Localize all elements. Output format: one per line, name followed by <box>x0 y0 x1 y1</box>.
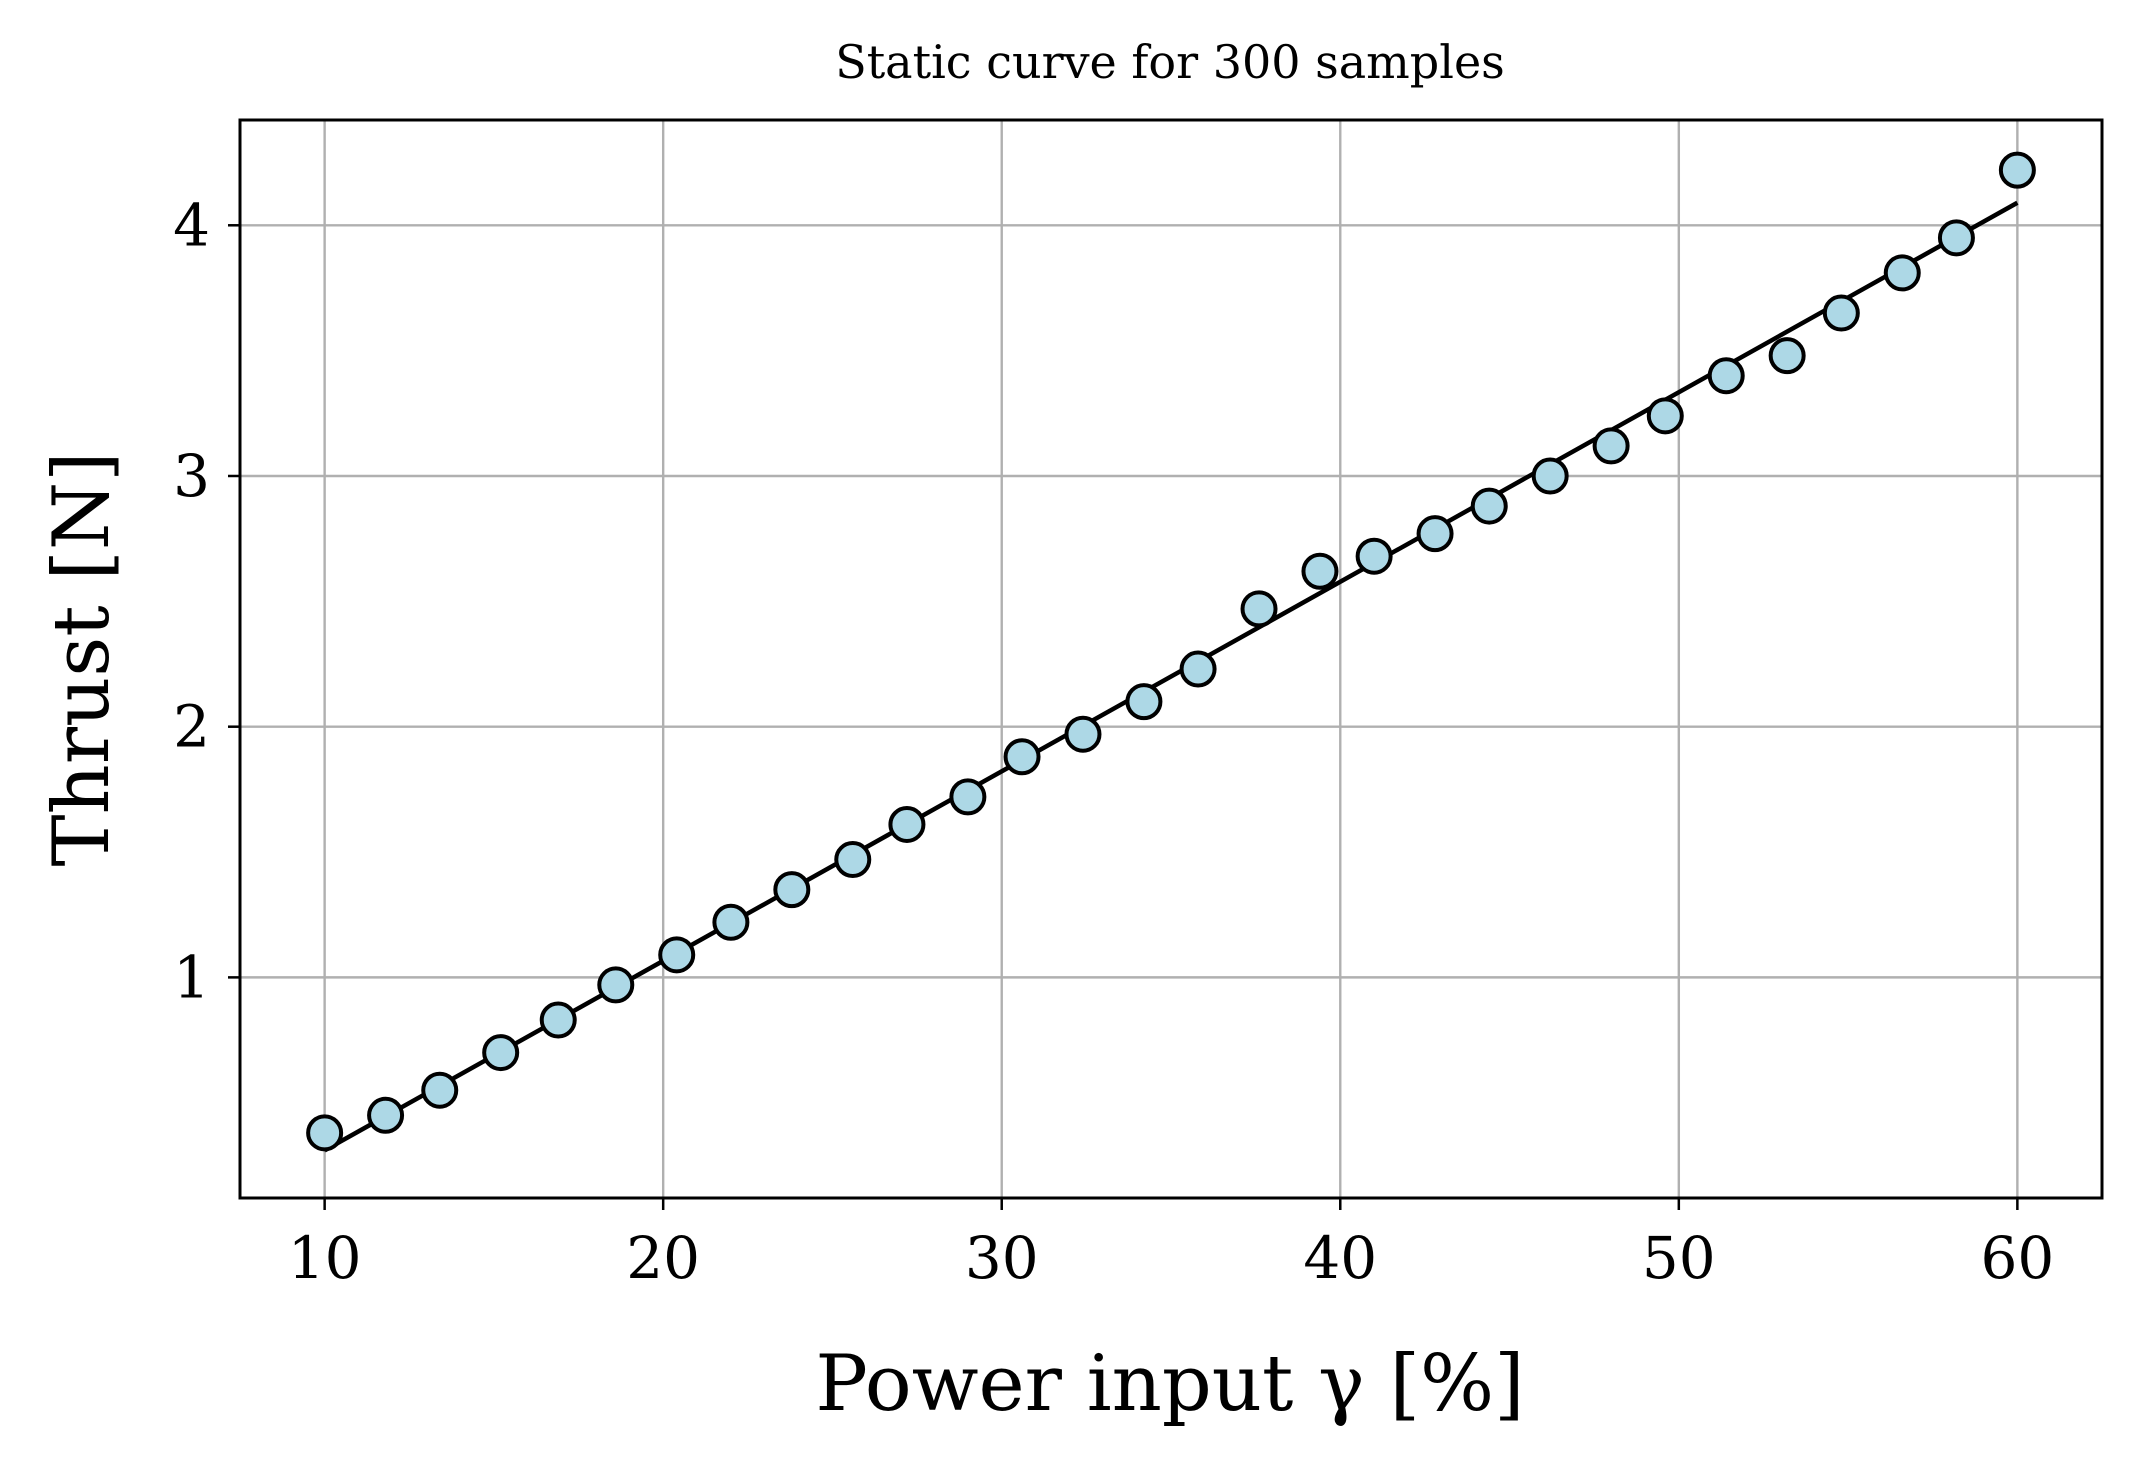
grid-lines <box>240 120 2102 1198</box>
y-tick-label: 2 <box>173 693 210 761</box>
x-tick-label: 30 <box>965 1224 1039 1292</box>
marker-series <box>306 151 2036 1152</box>
x-tick-label: 40 <box>1303 1224 1377 1292</box>
data-point <box>773 871 811 909</box>
data-point <box>1470 487 1508 525</box>
data-point <box>1240 590 1278 628</box>
data-point <box>1531 457 1569 495</box>
x-tick-label: 20 <box>626 1224 700 1292</box>
y-tick-label: 1 <box>173 943 210 1011</box>
data-point <box>1355 537 1393 575</box>
data-point <box>949 778 987 816</box>
data-point <box>1998 151 2036 189</box>
data-point <box>1822 294 1860 332</box>
data-point <box>712 903 750 941</box>
y-axis-ticks: 1 2 3 4 <box>173 191 240 1011</box>
data-point <box>1768 337 1806 375</box>
chart-title: Static curve for 300 samples <box>835 35 1505 89</box>
y-tick-label: 3 <box>173 442 210 510</box>
x-axis-label: Power input γ [%] <box>815 1339 1524 1429</box>
x-tick-label: 10 <box>288 1224 362 1292</box>
data-point <box>1179 650 1217 688</box>
data-point <box>421 1071 459 1109</box>
data-point <box>1301 552 1339 590</box>
y-tick-label: 4 <box>173 191 210 259</box>
data-point <box>1592 427 1630 465</box>
data-point <box>367 1096 405 1134</box>
data-point <box>482 1034 520 1072</box>
data-point <box>1883 254 1921 292</box>
data-point <box>1064 715 1102 753</box>
data-point <box>597 966 635 1004</box>
data-point <box>1646 397 1684 435</box>
x-tick-label: 60 <box>1980 1224 2054 1292</box>
data-point <box>1707 357 1745 395</box>
data-point <box>834 841 872 879</box>
data-point <box>1416 515 1454 553</box>
data-point <box>539 1001 577 1039</box>
plot-area-frame <box>238 118 2104 1200</box>
data-point <box>1125 683 1163 721</box>
data-point <box>306 1114 344 1152</box>
data-point <box>658 936 696 974</box>
x-axis-ticks: 10 20 30 40 50 60 <box>288 1198 2054 1292</box>
y-axis-label: Thrust [N] <box>37 451 127 866</box>
data-point <box>1003 738 1041 776</box>
x-tick-label: 50 <box>1642 1224 1716 1292</box>
data-point <box>1937 219 1975 257</box>
data-point <box>888 805 926 843</box>
